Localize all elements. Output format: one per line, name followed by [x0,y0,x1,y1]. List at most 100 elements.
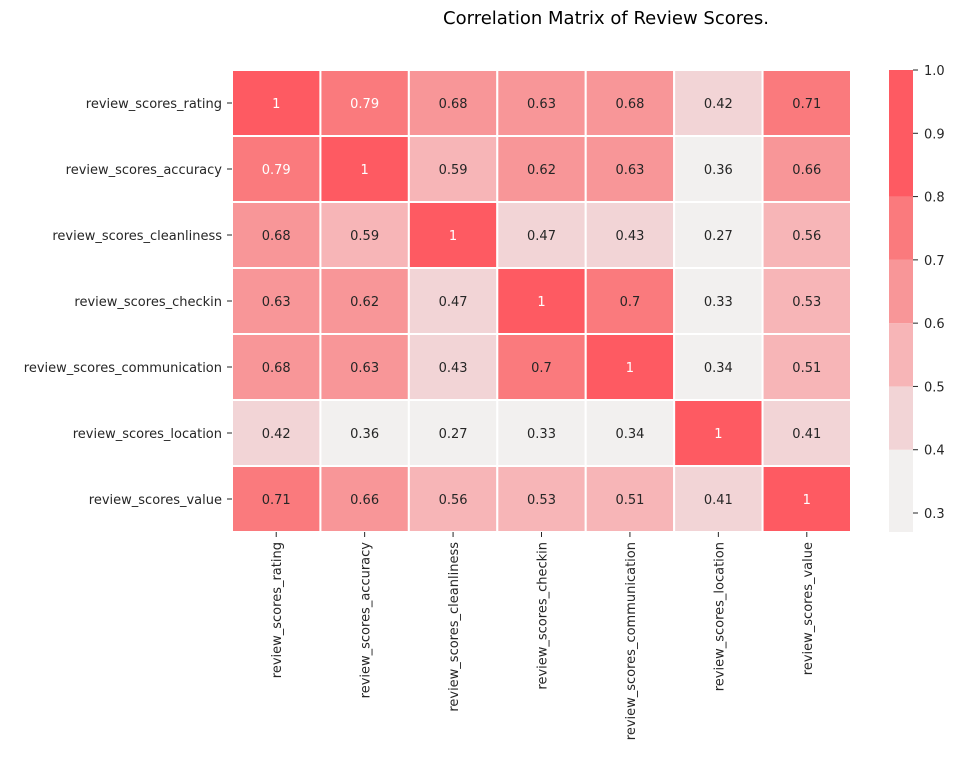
colorbar-tick-label: 0.4 [924,444,945,459]
cell-value-label: 0.34 [704,361,733,376]
heatmap-cell [761,465,852,533]
cell-value-label: 0.63 [615,163,644,178]
y-tick-label: review_scores_location [73,427,222,442]
x-axis-tick-labels: review_scores_rating review_scores_accura… [270,532,816,740]
cell-value-label: 0.66 [792,163,821,178]
y-tick-label: review_scores_checkin [74,295,222,310]
cell-value-label: 0.59 [439,163,468,178]
colorbar: 0.3 0.4 0.5 0.6 0.7 0.8 0.9 1.0 [889,64,945,532]
heatmap-cell [673,69,764,137]
cell-value-label: 0.59 [350,229,379,244]
cell-value-label: 1 [361,163,369,178]
cell-value-label: 0.36 [350,427,379,442]
cell-value-label: 0.34 [615,427,644,442]
heatmap-cell [231,399,322,467]
cell-value-label: 0.47 [527,229,556,244]
cell-value-label: 0.66 [350,493,379,508]
heatmap-cell [673,201,764,269]
cell-value-label: 0.62 [350,295,379,310]
colorbar-tick-label: 1.0 [924,64,945,79]
cell-value-label: 0.53 [792,295,821,310]
cell-value-label: 0.79 [350,97,379,112]
y-tick-label: review_scores_communication [24,361,222,376]
cell-value-label: 0.63 [350,361,379,376]
x-tick-label: review_scores_communication [624,542,639,740]
colorbar-segment [889,70,913,197]
heatmap-cell [319,201,410,269]
heatmap-cell [407,333,499,401]
cell-value-label: 1 [626,361,634,376]
colorbar-segment [889,196,913,260]
heatmap-cell [407,201,499,269]
heatmap-cell [761,267,852,335]
heatmap-cell [231,267,322,335]
colorbar-tick-label: 0.6 [924,317,945,332]
cell-value-label: 0.68 [262,229,291,244]
x-tick-label: review_scores_rating [270,542,285,678]
cell-value-label: 0.53 [527,493,556,508]
heatmap-cell [407,135,499,203]
colorbar-segment [889,259,913,324]
cell-value-label: 0.27 [439,427,468,442]
heatmap-cell [584,465,676,533]
cell-value-label: 0.79 [262,163,291,178]
colorbar-tick-label: 0.3 [924,507,945,522]
cell-value-label: 0.56 [439,493,468,508]
heatmap-cell [761,399,852,467]
x-tick-label: review_scores_value [801,542,816,675]
cell-value-label: 0.7 [620,295,641,310]
cell-value-label: 0.41 [792,427,821,442]
cell-value-label: 0.36 [704,163,733,178]
cell-value-label: 0.42 [262,427,291,442]
heatmap-cell [231,333,322,401]
colorbar-tick-label: 0.7 [924,254,945,269]
cell-value-label: 0.43 [615,229,644,244]
x-tick-label: review_scores_location [712,542,727,691]
cell-value-label: 0.68 [439,97,468,112]
cell-value-label: 1 [272,97,280,112]
cell-value-label: 0.68 [615,97,644,112]
heatmap-cell [407,465,499,533]
y-tick-label: review_scores_cleanliness [52,229,222,244]
y-axis-tick-labels: review_scores_rating review_scores_accura… [24,97,232,508]
colorbar-tick-label: 0.9 [924,127,945,142]
cell-value-label: 0.41 [704,493,733,508]
y-tick-label: review_scores_accuracy [66,163,223,178]
cell-value-label: 1 [449,229,457,244]
heatmap-cell [496,465,587,533]
cell-value-label: 0.7 [531,361,552,376]
cell-value-label: 0.71 [262,493,291,508]
cell-value-label: 0.27 [704,229,733,244]
cell-value-label: 0.33 [527,427,556,442]
cell-value-label: 1 [537,295,545,310]
heatmap-cells: 1 0.79 0.68 0.63 0.68 0.42 0.710.79 1 0.59 0.62 0.… [231,69,852,533]
cell-value-label: 0.63 [527,97,556,112]
heatmap-cell [761,201,852,269]
colorbar-segment [889,449,913,532]
heatmap-cell [584,135,676,203]
cell-value-label: 1 [803,493,811,508]
cell-value-label: 0.62 [527,163,556,178]
y-tick-label: review_scores_value [89,493,222,508]
colorbar-segment [889,386,913,450]
x-tick-label: review_scores_checkin [536,542,551,690]
heatmap-cell [673,465,764,533]
cell-value-label: 0.33 [704,295,733,310]
colorbar-tick-label: 0.8 [924,191,945,206]
heatmap-cell [761,135,852,203]
heatmap-cell [584,399,676,467]
cell-value-label: 0.71 [792,97,821,112]
heatmap-cell [319,267,410,335]
x-tick-label: review_scores_cleanliness [447,542,462,712]
cell-value-label: 0.43 [439,361,468,376]
cell-value-label: 0.51 [792,361,821,376]
colorbar-segment [889,323,913,387]
y-tick-label: review_scores_rating [86,97,222,112]
colorbar-tick-label: 0.5 [924,380,945,395]
heatmap-cell [496,201,587,269]
heatmap-cell [584,201,676,269]
cell-value-label: 0.47 [439,295,468,310]
heatmap-cell [673,267,764,335]
heatmap-cell [319,69,410,137]
